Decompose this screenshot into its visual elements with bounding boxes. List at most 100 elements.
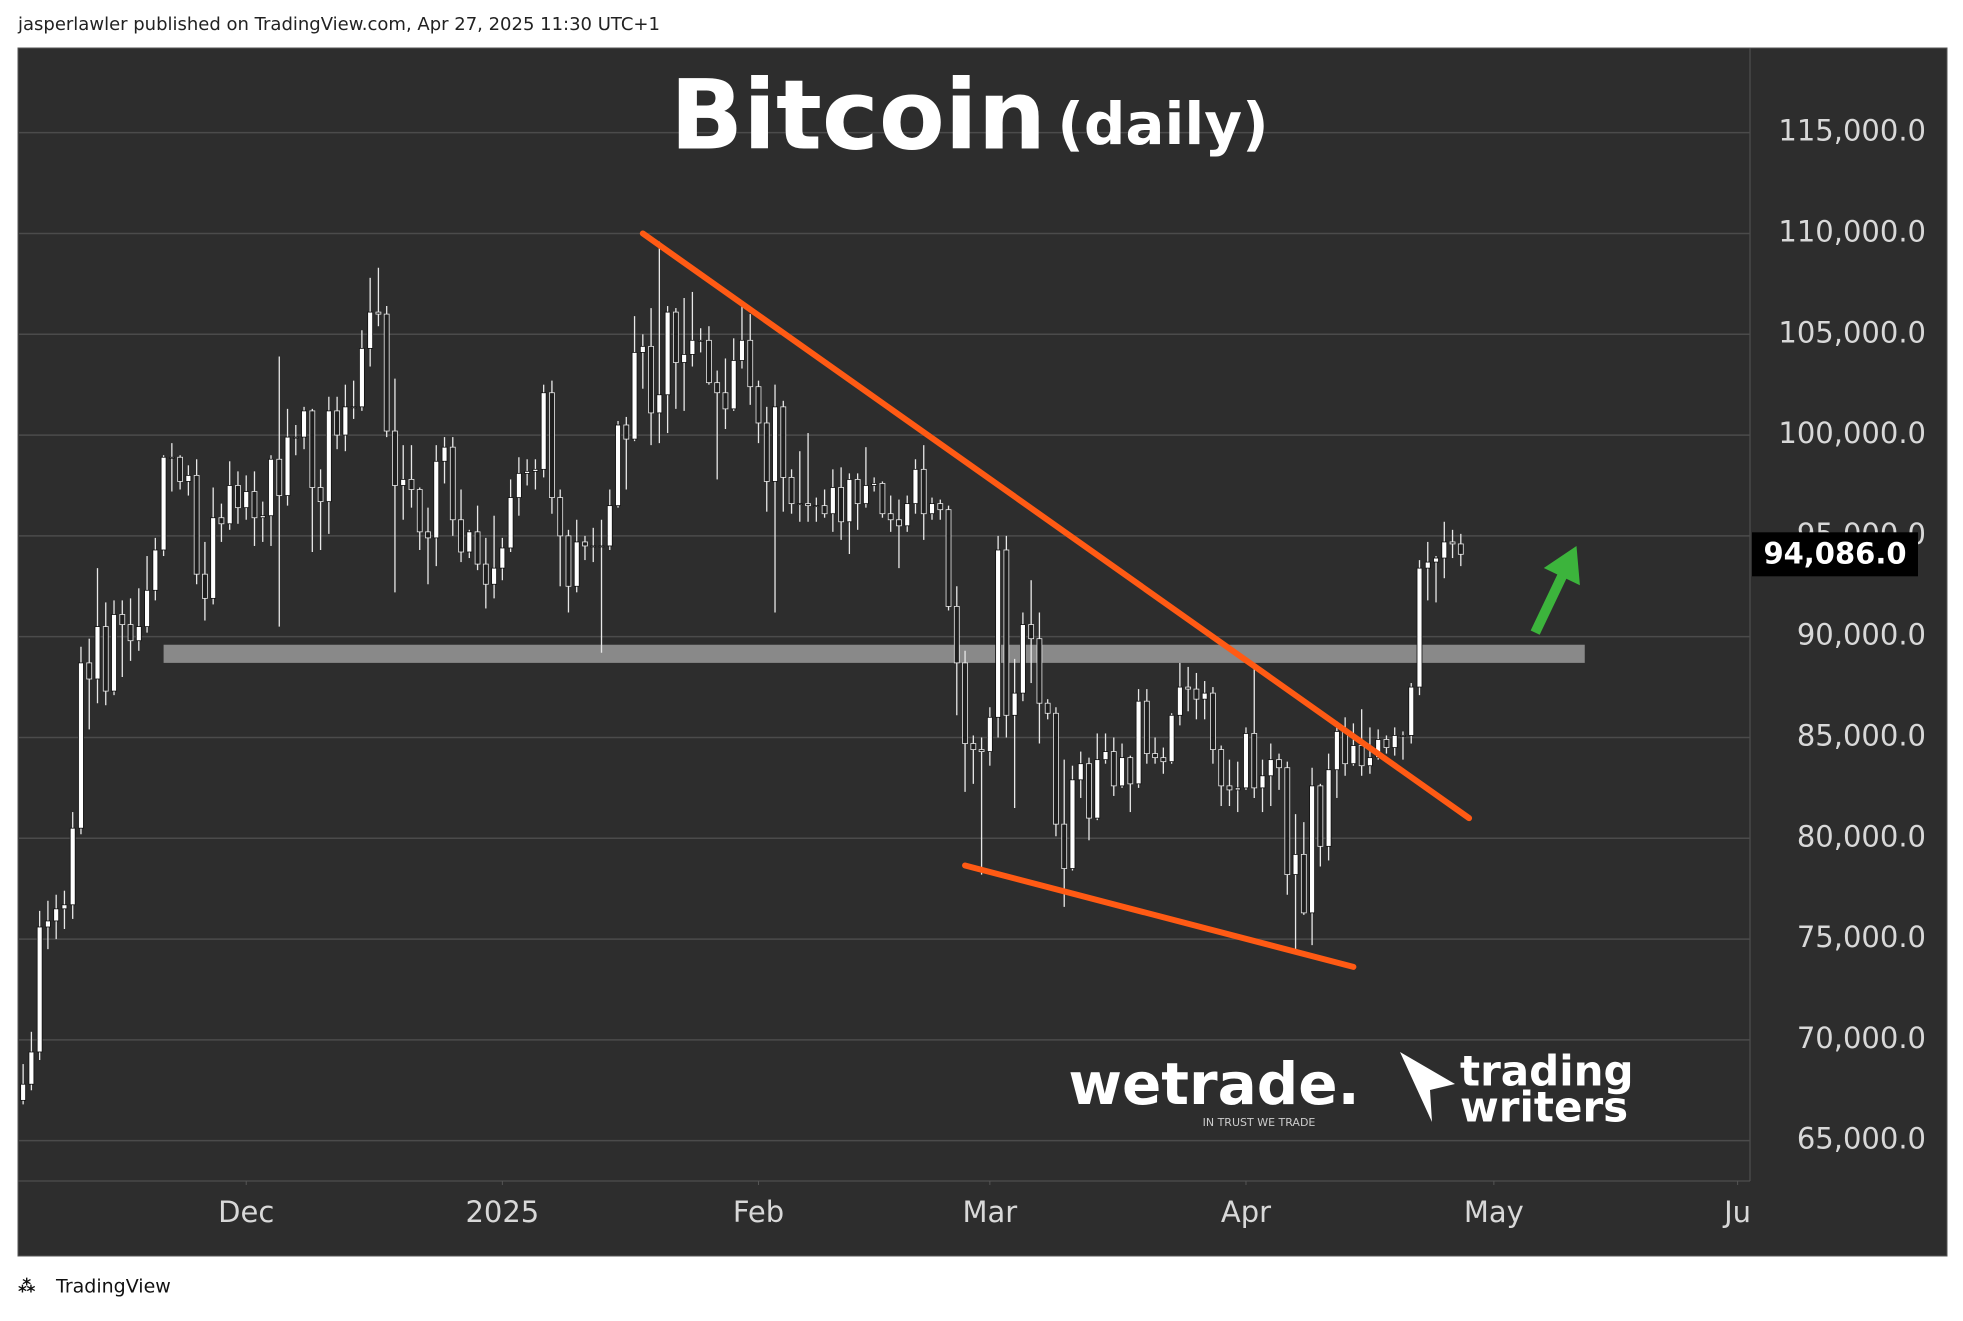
- candle-body: [1333, 731, 1340, 771]
- candle-body: [805, 503, 811, 507]
- candle-body: [606, 505, 613, 547]
- candle-body: [507, 497, 514, 549]
- candle-body: [1168, 714, 1175, 763]
- candle-body: [392, 430, 398, 486]
- candle-body: [986, 716, 993, 752]
- candle-body: [144, 589, 150, 627]
- candle-body: [441, 446, 448, 462]
- candle-body: [706, 339, 712, 384]
- y-tick-label: 115,000.0: [1778, 114, 1926, 148]
- candle-body: [573, 541, 580, 587]
- x-tick-label: Dec: [218, 1195, 274, 1229]
- candle-body: [1135, 700, 1142, 785]
- candle-body: [474, 531, 481, 565]
- candle-body: [218, 517, 225, 525]
- x-tick-label: 2025: [465, 1195, 539, 1229]
- chart-subtitle: (daily): [1057, 90, 1268, 158]
- tradingview-footer: TradingView: [55, 1276, 171, 1298]
- candle-body: [557, 497, 564, 537]
- candle-body: [1210, 692, 1216, 750]
- candle-body: [1350, 745, 1357, 765]
- candle-body: [1317, 785, 1324, 847]
- candle-body: [887, 513, 894, 521]
- candle-body: [94, 626, 101, 680]
- wetrade-tagline: IN TRUST WE TRADE: [1203, 1116, 1316, 1129]
- candle-body: [177, 456, 183, 482]
- candle-body: [433, 460, 440, 539]
- candle-body: [202, 573, 208, 599]
- candle-body: [1053, 712, 1059, 825]
- candle-body: [656, 394, 663, 414]
- candle-body: [1077, 763, 1084, 781]
- candle-body: [1276, 759, 1282, 769]
- candle-body: [408, 479, 415, 490]
- candle-body: [160, 456, 167, 551]
- candle-body: [829, 487, 836, 515]
- candle-body: [648, 345, 654, 414]
- candle-body: [1218, 749, 1225, 787]
- candle-body: [755, 386, 762, 424]
- candle-body: [598, 545, 605, 548]
- candle-body: [590, 545, 597, 548]
- candle-body: [193, 474, 200, 575]
- candle-body: [375, 311, 382, 315]
- candle-body: [772, 406, 778, 482]
- candle-body: [863, 485, 869, 505]
- candle-body: [524, 470, 531, 474]
- candle-body: [565, 535, 572, 587]
- candle-body: [615, 424, 621, 507]
- trendline: [962, 862, 1357, 970]
- candle-body: [1358, 745, 1365, 767]
- candle-body: [1193, 688, 1200, 700]
- candle-body: [970, 743, 977, 750]
- chart-title: Bitcoin: [670, 59, 1046, 171]
- candle-body: [763, 422, 770, 482]
- candle-body: [1391, 735, 1398, 748]
- candle-body: [210, 517, 217, 599]
- wetrade-logo: wetrade.: [1068, 1050, 1359, 1118]
- x-tick-label: Ju: [1722, 1195, 1751, 1229]
- candle-body: [152, 549, 159, 591]
- candle-body: [127, 624, 134, 642]
- candle-body: [1086, 763, 1092, 819]
- candle-body: [28, 1051, 35, 1085]
- y-tick-label: 70,000.0: [1797, 1021, 1926, 1055]
- candle-body: [788, 477, 795, 505]
- candle-body: [1267, 759, 1274, 777]
- candle-body: [904, 503, 911, 527]
- candle-body: [937, 503, 944, 511]
- candle-body: [425, 531, 431, 539]
- candle-body: [491, 567, 497, 585]
- candle-body: [1300, 854, 1307, 914]
- candle-body: [846, 479, 853, 523]
- candle-body: [1011, 692, 1018, 716]
- candle-body: [119, 614, 126, 625]
- candle-body: [1044, 702, 1051, 714]
- candle-body: [623, 424, 630, 440]
- y-tick-label: 105,000.0: [1778, 315, 1926, 349]
- candle-body: [681, 354, 688, 363]
- x-tick-label: Feb: [733, 1195, 784, 1229]
- candle-body: [532, 468, 539, 472]
- candle-body: [86, 662, 93, 680]
- candle-body: [582, 541, 588, 547]
- candle-body: [1201, 692, 1208, 700]
- candle-body: [268, 458, 274, 517]
- candle-body: [359, 347, 365, 408]
- candle-body: [1416, 567, 1423, 688]
- candle-body: [540, 392, 547, 470]
- candle-body: [1424, 561, 1431, 569]
- candle-body: [953, 606, 960, 664]
- candle-body: [1094, 759, 1101, 819]
- candle-body: [325, 410, 332, 503]
- candle-body: [1457, 543, 1464, 555]
- support-zone: [163, 644, 1585, 663]
- candle-body: [689, 339, 696, 355]
- candle-body: [664, 311, 671, 396]
- candle-body: [1449, 541, 1456, 545]
- candle-body: [813, 505, 820, 508]
- candle-body: [1292, 854, 1299, 875]
- candle-body: [36, 926, 43, 1053]
- candle-body: [1119, 757, 1125, 787]
- candle-body: [342, 406, 349, 436]
